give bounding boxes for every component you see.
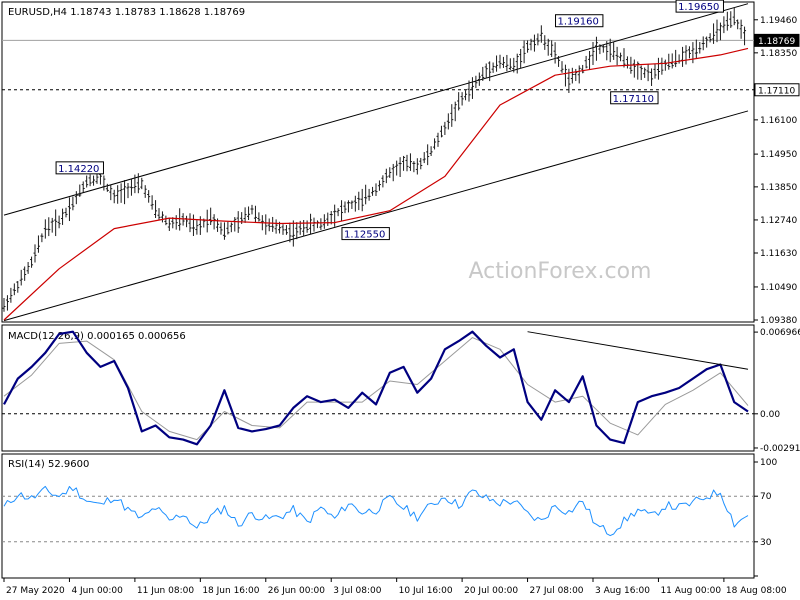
axis-layer: 27 May 2020 4 Jun 00:00 11 Jun 08:00 18 Jun… [3,578,787,596]
price-ytick-label: 1.09380 [760,316,797,326]
macd-ytick-label: 0.00 [760,410,780,420]
price-annotation-box [55,161,104,175]
macd-layer: 0.006966 0.00 -0.002913 [2,328,800,454]
rsi-ytick-label: 70 [760,492,772,502]
price-annotation-box [610,91,659,105]
moving-average-line [3,47,749,321]
rsi-ytick-label: 100 [760,458,777,468]
macd-panel-frame [1,324,755,452]
rsi-ytick-label: 30 [760,538,772,548]
price-ytick-label: 1.14950 [760,150,797,160]
price-ytick-label: 1.10490 [760,283,797,293]
time-tick-label: 18 Aug 08:00 [726,586,787,596]
macd-header: MACD(12,26,9) 0.000165 0.000656 [8,331,186,342]
channel-lower-line [3,110,749,322]
price-panel-frame [1,1,755,323]
support-level-tag-box [754,83,800,97]
price-annotation-label: 1.19650 [678,2,719,13]
rsi-line [3,485,749,537]
rsi-layer: 100 70 30 [2,458,777,577]
time-tick-label: 3 Aug 16:00 [595,586,650,596]
time-tick-label: 11 Aug 00:00 [660,586,721,596]
price-ytick-label: 1.19460 [760,16,797,26]
price-annotation-box [341,227,390,241]
price-layer: 1.19460 1.18350 1.17110 1.16100 1.14950 1.138… [2,0,800,326]
price-ytick-label: 1.16100 [760,116,797,126]
rsi-header: RSI(14) 52.9600 [8,459,89,470]
macd-ytick-label: 0.006966 [760,328,800,338]
current-price-tag-box [754,33,800,47]
time-tick-label: 20 Jul 00:00 [464,586,518,596]
time-tick-label: 27 Jul 08:00 [530,586,584,596]
time-tick-label: 3 Jul 08:00 [333,586,382,596]
price-annotation-label: 1.17110 [613,94,654,105]
support-level-tag-label: 1.17110 [758,86,795,96]
price-annotation-label: 1.12550 [344,230,385,241]
price-annotation-box [675,0,724,13]
time-tick-label: 26 Jun 00:00 [268,586,325,596]
price-annotation-label: 1.19160 [558,17,599,28]
price-header: EURUSD,H4 1.18743 1.18783 1.18628 1.1876… [8,7,245,18]
price-ytick-label: 1.18350 [760,49,797,59]
price-annotation-label: 1.14220 [58,164,99,175]
price-ytick-label: 1.11630 [760,249,797,259]
price-ytick-label: 1.12740 [760,216,797,226]
time-tick-label: 11 Jun 08:00 [137,586,194,596]
price-annotation-box [555,14,604,28]
channel-upper-line [3,3,749,216]
macd-main-line [3,330,749,446]
time-tick-label: 10 Jul 16:00 [399,586,453,596]
current-price-tag-label: 1.18769 [758,37,795,47]
watermark: ActionForex.com [469,259,652,284]
price-ytick-label: 1.13850 [760,183,797,193]
macd-ytick-label: -0.002913 [760,444,800,454]
macd-trend-line [527,331,749,370]
time-tick-label: 4 Jun 00:00 [71,586,123,596]
time-tick-label: 18 Jun 16:00 [202,586,259,596]
time-tick-label: 27 May 2020 [6,586,65,596]
rsi-panel-frame [1,453,755,579]
